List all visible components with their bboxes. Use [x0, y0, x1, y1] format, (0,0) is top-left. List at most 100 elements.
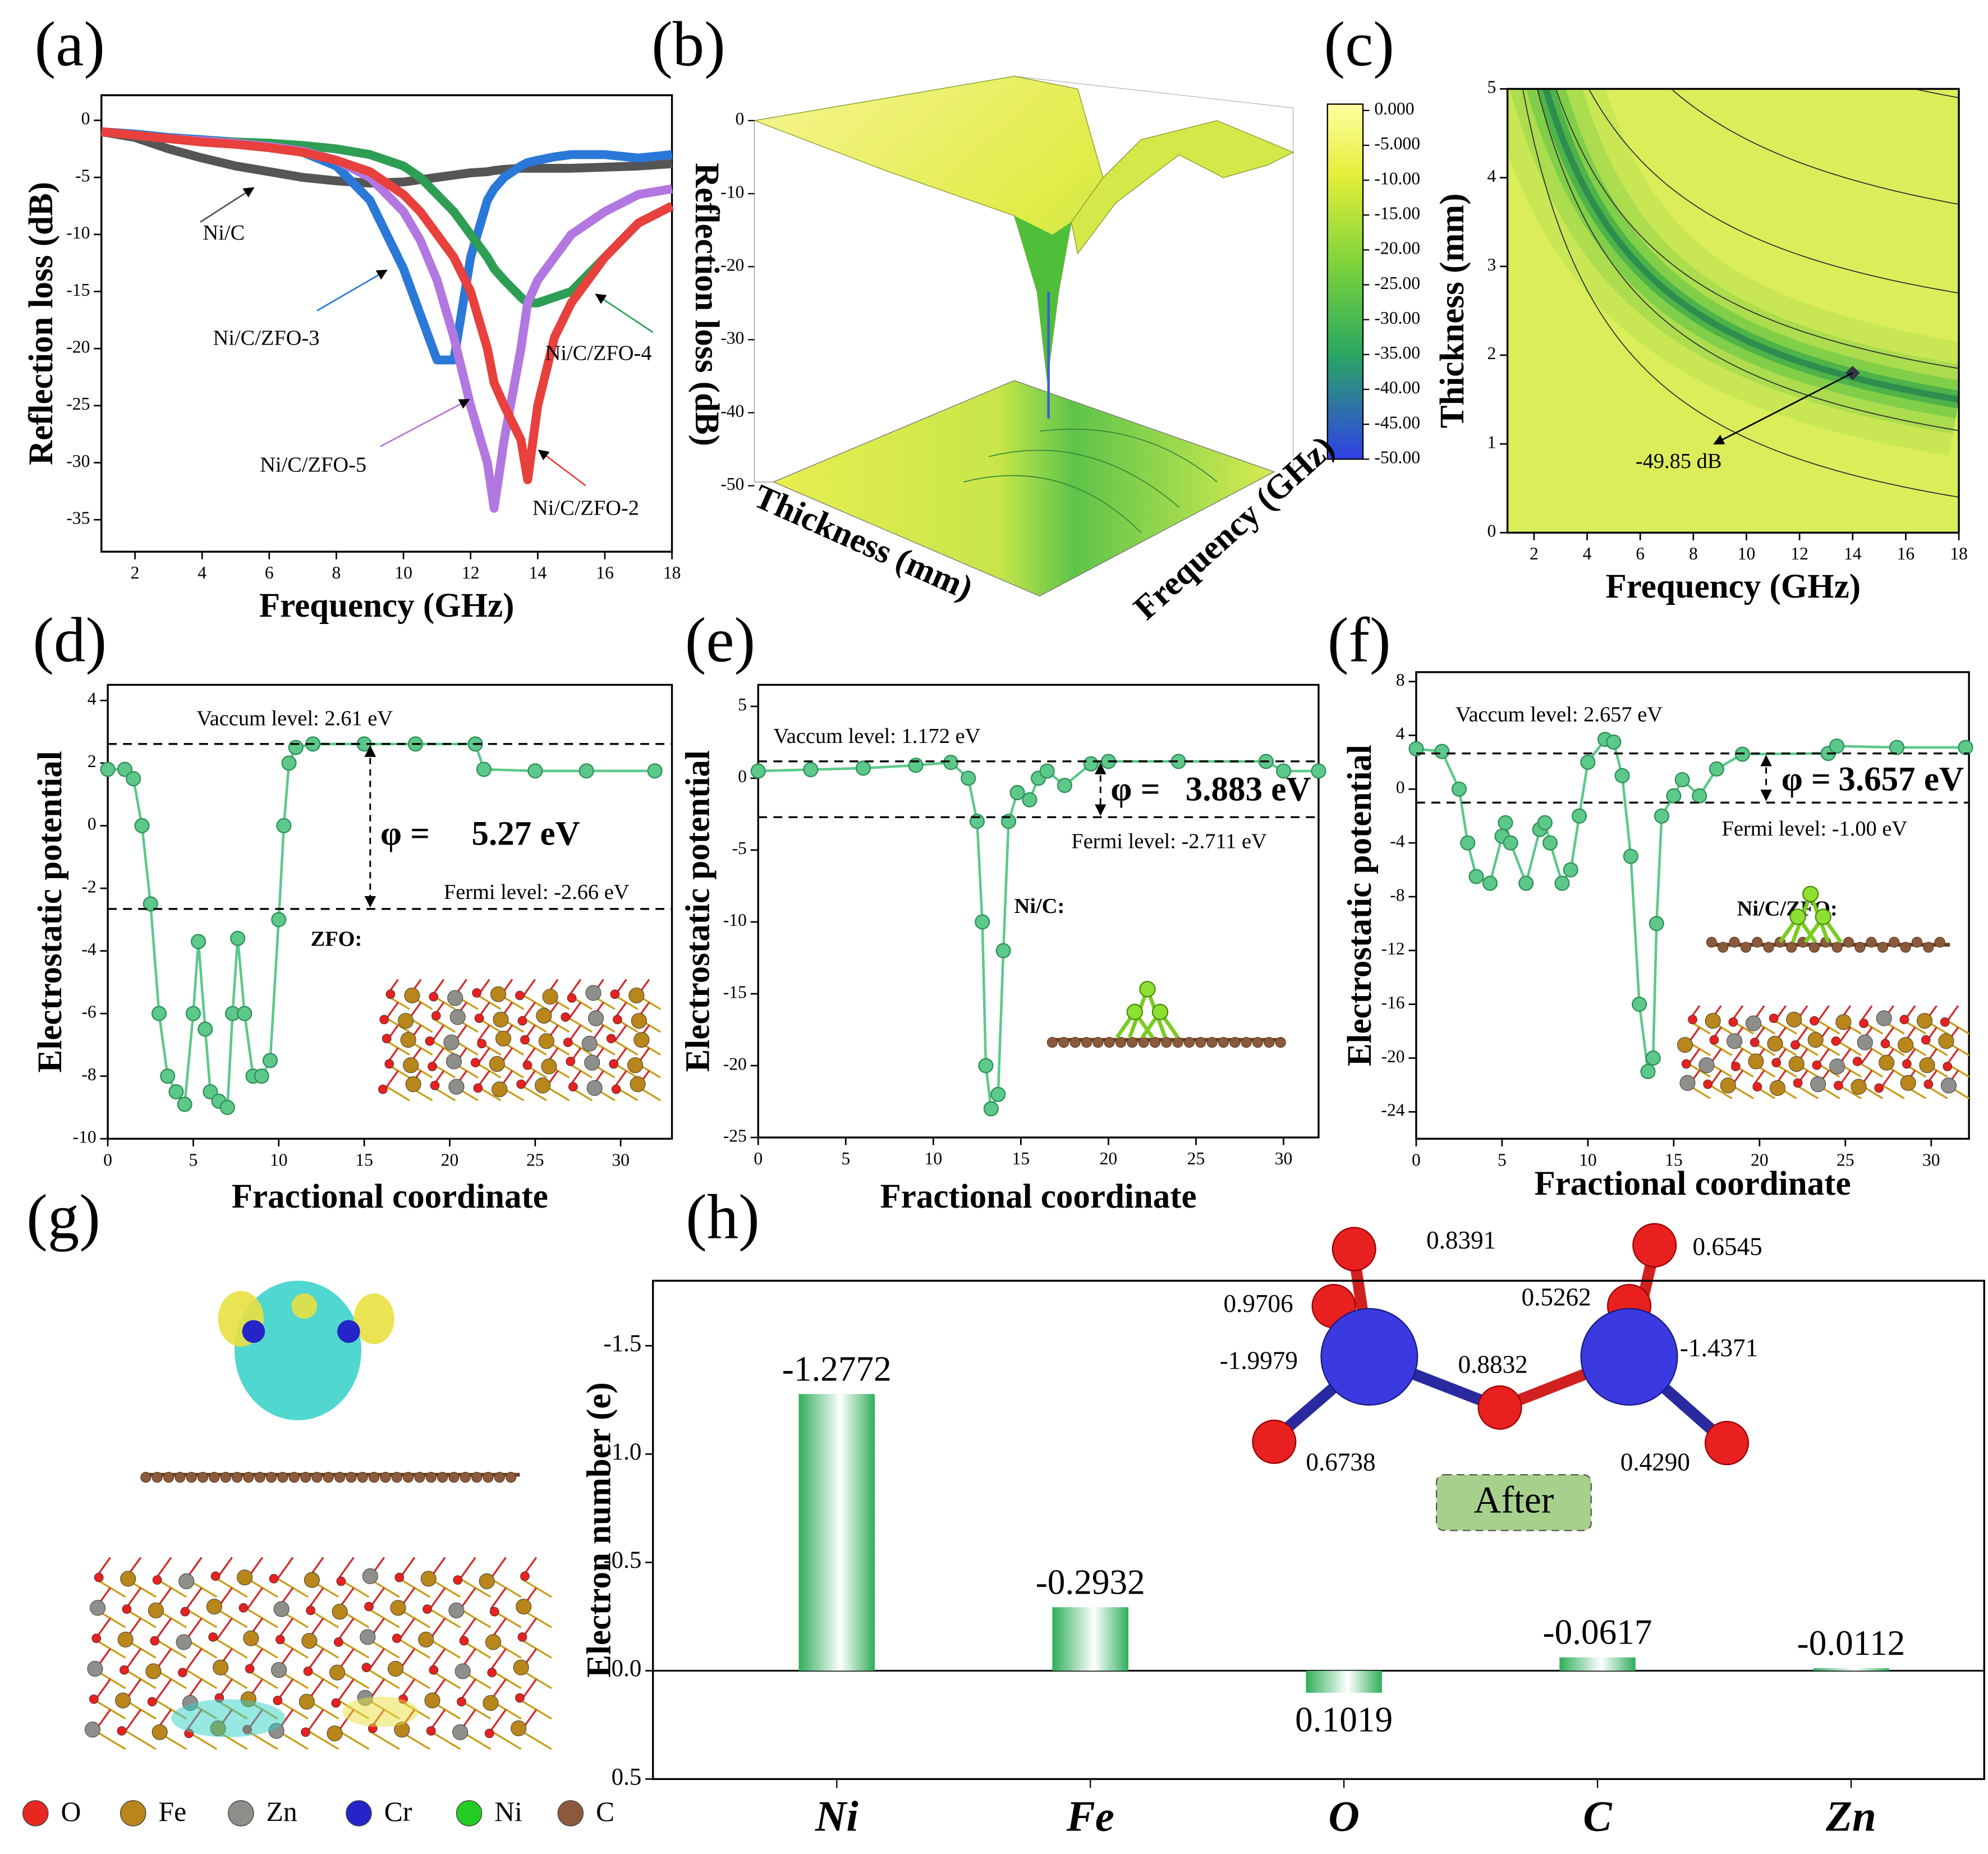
- atom: [541, 1058, 557, 1075]
- x-tick-label: 14: [529, 563, 547, 582]
- x-tick-label: 18: [663, 563, 681, 582]
- atom: [178, 1668, 187, 1677]
- legend-label: C: [596, 1796, 614, 1827]
- x-axis-label: Fractional coordinate: [880, 1178, 1197, 1215]
- bond: [1688, 1048, 1701, 1065]
- atom: [1898, 1037, 1914, 1053]
- potential-marker: [1311, 763, 1326, 779]
- x-tick-label: 10: [394, 563, 412, 582]
- colorbar: [1326, 103, 1364, 460]
- legend-swatch: [557, 1800, 584, 1827]
- annotation-arrow: [1713, 372, 1853, 445]
- atom: [584, 1054, 600, 1071]
- atom: [631, 1013, 647, 1029]
- atom: [627, 1057, 644, 1073]
- atom: [91, 1633, 102, 1643]
- atom-c: [448, 1472, 460, 1483]
- colorbar-tick-label: -15.00: [1374, 204, 1420, 223]
- z-tick-label: 0: [736, 109, 745, 129]
- annotation: φ =: [380, 815, 430, 853]
- y-tick-label: 8: [1396, 670, 1405, 690]
- y-tick-label: -6: [81, 1002, 96, 1021]
- atom: [303, 1667, 313, 1676]
- atom: [361, 1663, 371, 1672]
- atom: [1857, 1034, 1873, 1050]
- bond: [431, 1047, 445, 1065]
- charge-density: [342, 1696, 419, 1727]
- atom: [243, 1630, 259, 1646]
- bar: [1559, 1657, 1636, 1671]
- atom: [489, 1056, 505, 1072]
- bond: [185, 1617, 203, 1640]
- contour-line: [1588, 89, 1959, 294]
- atom: [84, 1722, 100, 1738]
- potential-marker: [1709, 761, 1724, 777]
- x-tick-label: 10: [1579, 1150, 1597, 1169]
- legend-label: Ni: [494, 1796, 522, 1827]
- potential-marker: [1083, 756, 1099, 772]
- atom: [1679, 1075, 1696, 1091]
- atom: [394, 1572, 405, 1582]
- atom: [400, 1032, 416, 1048]
- atom: [1880, 1039, 1890, 1049]
- potential-marker: [750, 763, 766, 779]
- atom: [213, 1659, 229, 1676]
- atom-c: [277, 1472, 288, 1483]
- atom-c: [1866, 937, 1877, 948]
- bond: [614, 1040, 639, 1056]
- bond: [1817, 1048, 1830, 1065]
- inset-label: 0.5262: [1521, 1283, 1591, 1311]
- legend-label: Zn: [267, 1796, 297, 1827]
- atom: [611, 1084, 621, 1094]
- atom: [152, 1575, 162, 1585]
- y-tick-label: -35: [66, 508, 90, 527]
- colorbar-tick-label: -35.00: [1374, 343, 1420, 362]
- annotation: Fermi level: -2.711 eV: [1071, 830, 1267, 853]
- potential-marker: [1275, 763, 1292, 779]
- y-tick-label: 0: [88, 814, 97, 834]
- x-tick-label: O: [1328, 1793, 1359, 1841]
- x-tick-label: 5: [189, 1150, 198, 1169]
- atom-c: [1763, 942, 1774, 953]
- y-tick-label: 2: [88, 751, 97, 771]
- atom: [273, 1695, 283, 1705]
- atom-c: [1740, 942, 1752, 953]
- potential-marker: [990, 1086, 1006, 1102]
- atom: [299, 1694, 315, 1710]
- y-axis-label: Electrostatic potential: [679, 750, 717, 1072]
- bond: [155, 1678, 172, 1701]
- atom-c: [368, 1472, 380, 1483]
- atom: [490, 986, 507, 1002]
- bond: [1731, 1048, 1744, 1065]
- atom: [238, 1603, 249, 1613]
- bond: [155, 1617, 172, 1640]
- atom-c: [1877, 942, 1889, 953]
- atom: [585, 985, 602, 1001]
- y-tick-label: 0.0: [612, 1655, 642, 1682]
- bond: [477, 1024, 490, 1042]
- bond: [185, 1587, 203, 1610]
- atom: [1876, 1010, 1892, 1026]
- inset-label: 0.8832: [1458, 1350, 1528, 1378]
- atom: [208, 1632, 218, 1642]
- atom: [364, 1601, 374, 1612]
- atom: [403, 1057, 419, 1073]
- y-tick-label: -20: [723, 1054, 747, 1073]
- atom: [563, 1038, 573, 1047]
- molecule-inset: [1252, 1223, 1750, 1531]
- atom: [538, 1033, 554, 1049]
- atom-c: [334, 1472, 346, 1483]
- bond: [277, 1699, 309, 1720]
- atom-c: [220, 1472, 231, 1483]
- x-tick-label: Ni: [815, 1793, 858, 1841]
- atom: [1900, 1075, 1916, 1091]
- bond: [1860, 1005, 1873, 1022]
- atom-c: [1104, 1037, 1115, 1048]
- z-tick-label: -50: [720, 474, 744, 494]
- potential-marker: [647, 763, 663, 779]
- bond: [490, 1648, 507, 1671]
- y-tick-label: 0: [1396, 778, 1405, 797]
- potential-marker: [1022, 792, 1037, 807]
- atom-c: [1786, 942, 1797, 953]
- bar: [1813, 1668, 1889, 1671]
